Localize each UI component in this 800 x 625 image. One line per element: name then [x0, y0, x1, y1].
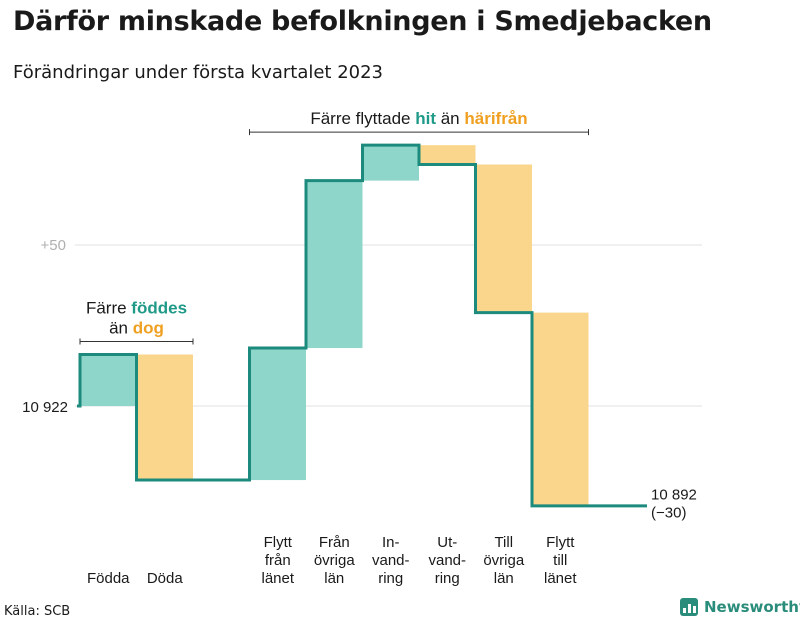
category-label: vand- — [372, 552, 410, 569]
chart-title: Därför minskade befolkningen i Smedjebac… — [13, 6, 712, 37]
category-label: länet — [261, 570, 294, 587]
waterfall-bar — [532, 312, 589, 506]
brand-logo: Newsworthy — [680, 598, 800, 616]
waterfall-bar — [419, 145, 476, 165]
end-value-label: 10 892 — [651, 487, 697, 504]
waterfall-bar — [80, 354, 137, 406]
newsworthy-logo-icon — [680, 598, 698, 616]
annotation-text-segment: dog — [133, 318, 164, 337]
category-label: vand- — [428, 552, 466, 569]
category-label: länet — [544, 570, 577, 587]
annotation-text-segment: föddes — [131, 298, 187, 317]
gridline-label: +50 — [41, 237, 66, 254]
category-label: ring — [435, 570, 460, 587]
category-label: län — [324, 570, 344, 587]
category-label: ring — [378, 570, 403, 587]
category-label: Födda — [87, 570, 130, 587]
category-label: från — [265, 552, 291, 569]
category-label: Flytt — [546, 534, 575, 551]
annotation-text: än dog — [109, 318, 164, 337]
waterfall-bar — [362, 145, 419, 181]
annotation-text-segment: hit — [415, 109, 436, 128]
annotation-text-segment: än — [109, 318, 133, 337]
waterfall-bar — [136, 354, 193, 481]
brand-name: Newsworthy — [704, 598, 800, 616]
category-label: Flytt — [264, 534, 293, 551]
waterfall-bar — [249, 348, 306, 481]
annotation-text: Färre flyttade hit än härifrån — [310, 109, 527, 128]
category-label: In- — [382, 534, 400, 551]
waterfall-bar — [306, 180, 363, 349]
chart-subtitle: Förändringar under första kvartalet 2023 — [13, 62, 384, 83]
annotation-text-segment: Färre — [86, 298, 131, 317]
category-label: Ut- — [437, 534, 457, 551]
annotation-text-segment: än — [436, 109, 464, 128]
category-label: övriga — [483, 552, 525, 569]
category-label: Döda — [147, 570, 184, 587]
category-label: Från — [319, 534, 350, 551]
category-label: län — [494, 570, 514, 587]
category-label: övriga — [314, 552, 356, 569]
source-note: Källa: SCB — [4, 604, 71, 619]
waterfall-bar — [475, 164, 532, 313]
category-label: Till — [494, 534, 513, 551]
annotation-text: Färre föddes — [86, 298, 187, 317]
start-value-label: 10 922 — [22, 399, 68, 416]
annotation-text-segment: härifrån — [464, 109, 527, 128]
category-label: till — [553, 552, 567, 569]
annotation-text-segment: Färre flyttade — [310, 109, 415, 128]
end-value-label: (−30) — [651, 505, 686, 522]
step-line — [77, 143, 647, 508]
